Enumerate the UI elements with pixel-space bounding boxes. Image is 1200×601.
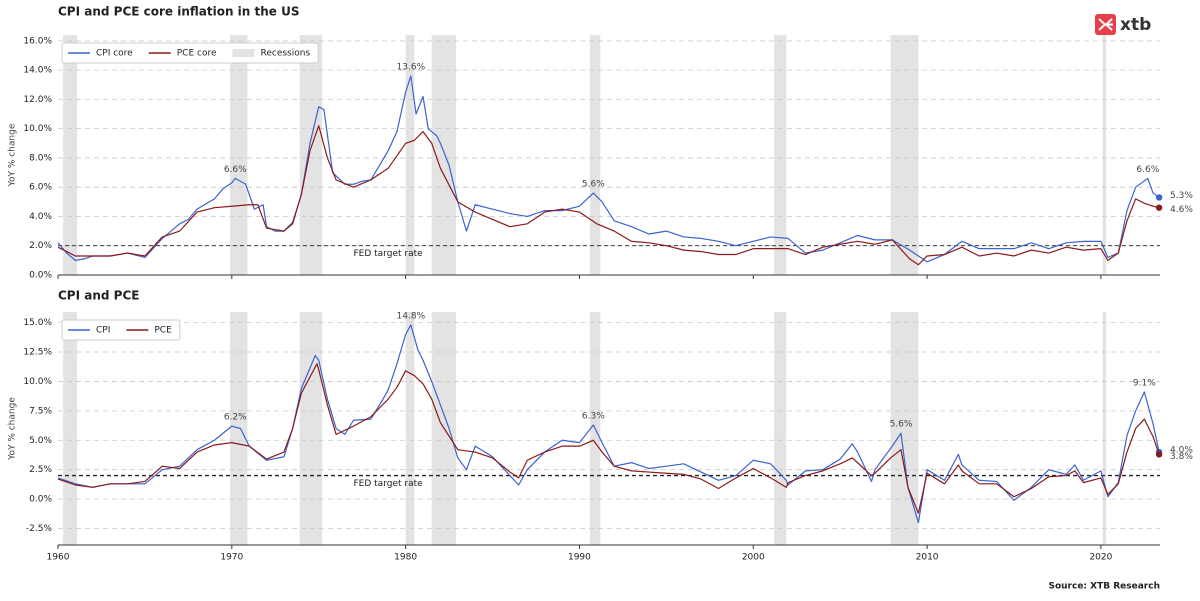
- y-tick-label: 16.0%: [23, 36, 52, 46]
- annotation: 6.3%: [582, 411, 605, 421]
- logo-text: xtb: [1120, 15, 1151, 35]
- legend-box: [61, 42, 319, 64]
- annotation: 5.6%: [582, 180, 605, 190]
- end-dot: [1155, 194, 1163, 201]
- recession-band: [63, 35, 78, 275]
- recession-band: [230, 35, 248, 275]
- panel-title: CPI and PCE core inflation in the US: [58, 5, 300, 19]
- x-tick-label: 2020: [1089, 553, 1112, 563]
- y-tick-label: 5.0%: [29, 436, 52, 446]
- x-tick-label: 1980: [394, 553, 417, 563]
- end-label: 4.6%: [1170, 205, 1193, 215]
- recession-band: [63, 312, 78, 545]
- panel-title: CPI and PCE: [58, 289, 139, 303]
- legend-label: Recessions: [261, 49, 311, 59]
- y-tick-label: -2.5%: [26, 524, 53, 534]
- y-axis-label: YoY % change: [8, 123, 18, 187]
- annotation: 6.2%: [224, 413, 247, 423]
- x-tick-label: 1960: [47, 553, 70, 563]
- series-line: [57, 363, 1160, 514]
- legend-box: [61, 319, 181, 341]
- end-dot: [1155, 204, 1163, 211]
- y-tick-label: 0.0%: [29, 271, 52, 281]
- y-tick-label: 2.0%: [29, 241, 52, 251]
- series-line: [57, 125, 1160, 266]
- y-tick-label: 15.0%: [23, 318, 52, 328]
- recession-band: [589, 35, 601, 275]
- y-tick-label: 6.0%: [29, 183, 52, 193]
- legend-swatch: [232, 49, 255, 57]
- legend-label: CPI core: [96, 49, 133, 59]
- end-label: 5.3%: [1170, 191, 1193, 201]
- y-tick-label: 14.0%: [23, 66, 52, 76]
- recession-band: [774, 35, 787, 275]
- reference-label: FED target rate: [353, 479, 423, 489]
- y-axis-label: YoY % change: [8, 397, 18, 461]
- annotation: 14.8%: [397, 311, 426, 321]
- y-tick-label: 8.0%: [29, 153, 52, 163]
- annotation: 5.6%: [890, 420, 913, 430]
- series-line: [57, 75, 1160, 263]
- recession-band: [774, 312, 787, 545]
- recession-band: [890, 35, 919, 275]
- y-tick-label: 7.5%: [29, 406, 52, 416]
- end-label: 3.8%: [1170, 452, 1193, 462]
- recession-band: [299, 312, 323, 545]
- annotation: 9.1%: [1133, 379, 1156, 389]
- annotation: 13.6%: [397, 62, 426, 72]
- legend-label: CPI: [96, 326, 110, 336]
- recession-band: [1102, 35, 1107, 275]
- y-tick-label: 4.0%: [29, 212, 52, 222]
- series-line: [57, 324, 1160, 524]
- x-tick-label: 1990: [568, 553, 591, 563]
- recession-band: [405, 35, 415, 275]
- end-label: 4.0%: [1170, 446, 1193, 456]
- y-tick-label: 10.0%: [23, 124, 52, 134]
- x-tick-label: 2010: [916, 553, 939, 563]
- reference-label: FED target rate: [353, 249, 423, 259]
- logo-icon: [1098, 18, 1113, 31]
- x-tick-label: 1970: [220, 553, 243, 563]
- recession-band: [405, 312, 415, 545]
- y-tick-label: 12.5%: [23, 348, 52, 358]
- source: Source: XTB Research: [1048, 582, 1160, 592]
- y-tick-label: 10.0%: [23, 377, 52, 387]
- y-tick-label: 0.0%: [29, 495, 52, 505]
- y-tick-label: 2.5%: [29, 465, 52, 475]
- annotation: 6.6%: [224, 165, 247, 175]
- legend-label: PCE: [154, 326, 172, 336]
- y-tick-label: 12.0%: [23, 95, 52, 105]
- recession-band: [299, 35, 323, 275]
- end-dot: [1155, 451, 1163, 458]
- annotation: 6.6%: [1136, 165, 1159, 175]
- x-tick-label: 2000: [742, 553, 765, 563]
- recession-band: [1102, 312, 1107, 545]
- legend-label: PCE core: [177, 49, 217, 59]
